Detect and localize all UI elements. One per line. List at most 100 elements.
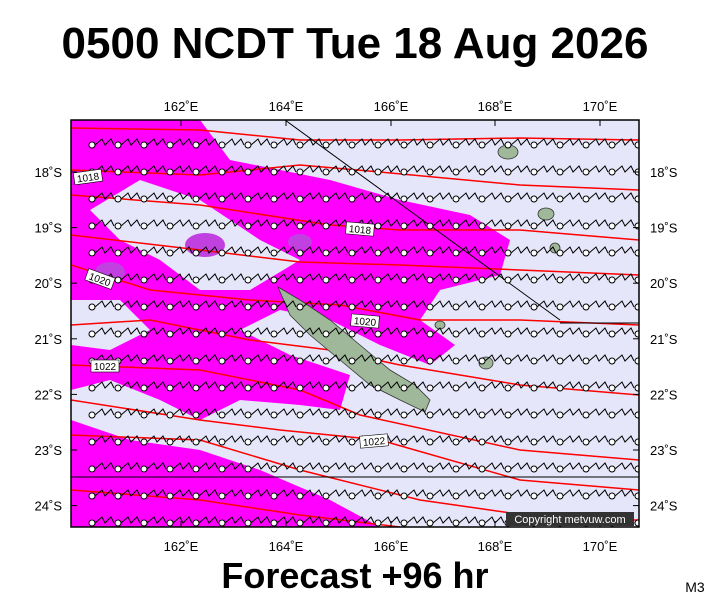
barb xyxy=(172,489,193,497)
barb xyxy=(432,327,453,335)
barb-station xyxy=(556,330,564,338)
barb-station xyxy=(478,195,486,203)
barb xyxy=(302,462,323,470)
barb-station xyxy=(270,141,278,149)
barb-station xyxy=(322,384,330,392)
barb xyxy=(614,381,635,389)
barb xyxy=(588,246,609,254)
barb xyxy=(94,246,115,254)
barb-station xyxy=(504,222,512,230)
barb xyxy=(380,354,401,362)
barb xyxy=(641,301,660,307)
barb xyxy=(198,300,219,308)
barb-station xyxy=(348,249,356,257)
barb xyxy=(562,300,583,308)
barb-station xyxy=(218,357,226,365)
barb xyxy=(146,246,167,254)
barb xyxy=(224,138,245,146)
barb-station xyxy=(608,384,616,392)
barb xyxy=(536,219,557,227)
barb xyxy=(250,192,271,200)
barb-station xyxy=(244,384,252,392)
isobar-label-box xyxy=(359,433,389,449)
barb-station xyxy=(426,384,434,392)
barb-station xyxy=(504,438,512,446)
barb xyxy=(302,192,323,200)
barb-station xyxy=(322,438,330,446)
barb xyxy=(406,300,427,308)
barb xyxy=(146,489,167,497)
barb xyxy=(458,300,479,308)
barb-station xyxy=(530,384,538,392)
barb xyxy=(432,516,453,524)
barb xyxy=(536,381,557,389)
barb-station xyxy=(140,357,148,365)
barb-station xyxy=(582,330,590,338)
barb-station xyxy=(530,411,538,419)
barb-station xyxy=(322,357,330,365)
barb xyxy=(510,408,531,416)
barb xyxy=(641,355,660,361)
barb-station xyxy=(452,222,460,230)
barb xyxy=(94,516,115,524)
barb xyxy=(302,219,323,227)
barb-station xyxy=(270,519,278,527)
barb xyxy=(328,300,349,308)
new-caledonia xyxy=(277,286,431,413)
barb xyxy=(536,300,557,308)
barb xyxy=(536,435,557,443)
barb xyxy=(406,273,427,281)
barb-station xyxy=(192,357,200,365)
barb-station xyxy=(244,276,252,284)
barb xyxy=(276,381,297,389)
barb-station xyxy=(452,357,460,365)
barb-station xyxy=(348,303,356,311)
barb xyxy=(406,354,427,362)
longitude-label: 162˚E xyxy=(164,99,199,114)
barb xyxy=(302,327,323,335)
barb-station xyxy=(270,168,278,176)
barb xyxy=(172,516,193,524)
barb-station xyxy=(426,141,434,149)
barb xyxy=(172,408,193,416)
barb xyxy=(302,246,323,254)
barb xyxy=(276,138,297,146)
barb-station xyxy=(530,492,538,500)
isobar-label-text: 1022 xyxy=(94,362,117,373)
latitude-label: 24˚S xyxy=(650,499,678,514)
barb-station xyxy=(582,168,590,176)
barb xyxy=(328,192,349,200)
forecast-label: Forecast +96 hr xyxy=(221,555,488,596)
barb-station xyxy=(322,303,330,311)
barb xyxy=(172,219,193,227)
barb-station xyxy=(556,276,564,284)
barb-station xyxy=(478,330,486,338)
barb-station xyxy=(530,330,538,338)
barb-station xyxy=(452,141,460,149)
barb xyxy=(484,273,505,281)
barb xyxy=(354,327,375,335)
barb-station xyxy=(634,438,639,446)
barb xyxy=(328,354,349,362)
barb xyxy=(94,300,115,308)
barb xyxy=(120,219,141,227)
barb xyxy=(510,462,531,470)
barb-station xyxy=(270,330,278,338)
barb-station xyxy=(218,465,226,473)
barb-station xyxy=(504,276,512,284)
barb-station xyxy=(244,141,252,149)
barb xyxy=(198,219,219,227)
barb xyxy=(328,273,349,281)
barb xyxy=(120,138,141,146)
barb-station xyxy=(374,303,382,311)
barb-station xyxy=(166,222,174,230)
barb xyxy=(510,300,531,308)
latitude-label: 19˚S xyxy=(35,221,63,236)
barb-station xyxy=(114,384,122,392)
barb xyxy=(406,165,427,173)
barb xyxy=(588,300,609,308)
barb xyxy=(641,436,660,442)
barb-station xyxy=(296,222,304,230)
barb-station xyxy=(634,195,639,203)
